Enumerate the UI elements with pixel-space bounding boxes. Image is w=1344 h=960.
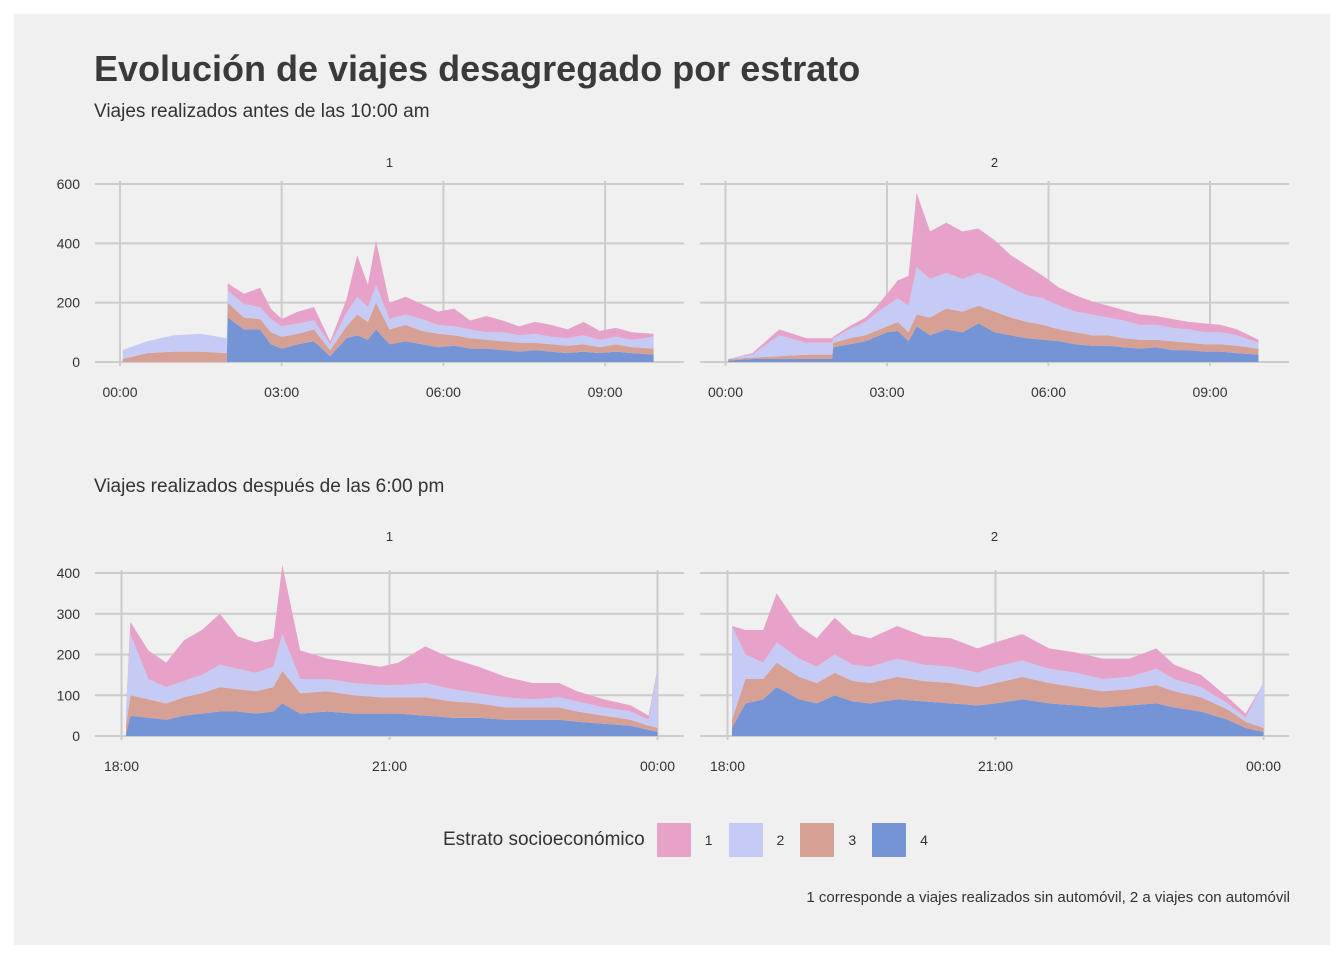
area-estrato-4 — [728, 323, 1259, 362]
area-estrato-1 — [732, 593, 1264, 718]
x-tick-label: 03:00 — [869, 384, 904, 400]
area-estrato-1 — [728, 192, 1259, 359]
x-tick-label: 00:00 — [1246, 758, 1281, 774]
y-tick-label: 200 — [57, 647, 81, 663]
facet-strip-label: 1 — [386, 155, 393, 170]
area-estrato-1 — [122, 240, 654, 351]
area-estrato-4 — [126, 703, 658, 736]
legend-title: Estrato socioeconómico — [443, 829, 645, 850]
x-tick-label: 18:00 — [104, 758, 139, 774]
x-tick-label: 00:00 — [640, 758, 675, 774]
facet-strip-label: 1 — [386, 529, 393, 544]
area-estrato-1 — [126, 564, 658, 720]
area-estrato-2 — [122, 284, 654, 359]
legend-item-1: 1 — [656, 823, 713, 857]
legend-swatch-2 — [728, 823, 763, 857]
x-tick-label: 21:00 — [372, 758, 407, 774]
legend-swatch-3 — [800, 823, 835, 857]
chart-title: Evolución de viajes desagregado por estr… — [94, 48, 861, 89]
x-tick-label: 00:00 — [708, 384, 743, 400]
x-tick-label: 21:00 — [978, 758, 1013, 774]
x-tick-label: 06:00 — [1031, 384, 1066, 400]
y-tick-label: 200 — [57, 295, 81, 311]
area-estrato-3 — [732, 662, 1264, 732]
y-tick-label: 400 — [57, 565, 81, 581]
caption: 1 corresponde a viajes realizados sin au… — [806, 889, 1290, 906]
legend-swatch-1 — [656, 823, 691, 857]
facet-row1-panel2: 00:00 03:00 06:00 09:00 2 — [700, 155, 1289, 400]
legend-item-2: 2 — [728, 823, 785, 857]
x-tick-label: 18:00 — [710, 758, 745, 774]
facet-row1-panel1: 0 200 400 600 00:00 03:00 06:00 09:00 1 — [57, 155, 684, 400]
legend-label-1: 1 — [704, 832, 713, 848]
area-estrato-3 — [126, 670, 658, 734]
area-estrato-4 — [122, 317, 654, 362]
area-estrato-4 — [732, 687, 1264, 736]
x-tick-label: 09:00 — [588, 384, 623, 400]
facet-row2-panel1: 0 100 200 300 400 18:00 21:00 00:00 1 — [57, 529, 684, 774]
x-tick-label: 03:00 — [264, 384, 299, 400]
facet-strip-label: 2 — [991, 529, 998, 544]
y-tick-label: 0 — [72, 728, 80, 744]
facet-strip-label: 2 — [991, 155, 998, 170]
area-estrato-3 — [728, 305, 1259, 361]
y-tick-label: 100 — [57, 687, 81, 703]
subtitle-morning: Viajes realizados antes de las 10:00 am — [94, 101, 430, 122]
y-tick-label: 0 — [72, 354, 80, 370]
facet-row2-panel2: 18:00 21:00 00:00 2 — [700, 529, 1289, 774]
legend-label-3: 3 — [848, 832, 857, 848]
y-tick-label: 600 — [57, 176, 81, 192]
legend-label-4: 4 — [920, 832, 928, 848]
y-tick-label: 400 — [57, 235, 81, 251]
x-tick-label: 09:00 — [1192, 384, 1227, 400]
area-estrato-2 — [732, 626, 1264, 728]
x-tick-label: 00:00 — [102, 384, 137, 400]
plot-background — [14, 14, 1330, 945]
legend: Estrato socioeconómico 1 2 3 4 — [443, 822, 944, 858]
y-tick-label: 300 — [57, 606, 81, 622]
x-tick-label: 06:00 — [426, 384, 461, 400]
area-estrato-2 — [728, 267, 1259, 359]
legend-item-4: 4 — [872, 823, 928, 857]
area-estrato-2 — [126, 634, 658, 728]
area-estrato-3 — [122, 302, 654, 362]
subtitle-evening: Viajes realizados después de las 6:00 pm — [94, 476, 445, 497]
legend-item-3: 3 — [800, 823, 856, 857]
legend-label-2: 2 — [776, 832, 785, 848]
legend-swatch-4 — [872, 823, 907, 857]
